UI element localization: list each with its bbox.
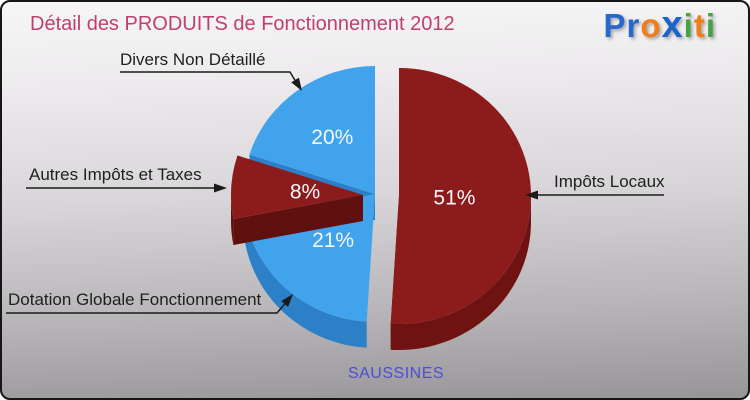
logo-letter: r [626,7,641,44]
pie-slice-wall [233,195,363,245]
callout-label-autres-impots-et-taxes: Autres Impôts et Taxes [29,165,202,184]
logo-letter: o [640,7,662,44]
pie-percent-label: 51% [433,187,475,210]
pie-slice-autres [231,155,363,219]
pie-percent-label: 21% [312,229,354,252]
pie-slice-divers [249,66,375,194]
arrowhead-icon [525,190,538,200]
logo-letter: P [603,7,627,44]
pie-percent-label: 20% [311,126,353,149]
commune-name: SAUSSINES [347,365,445,382]
pie-slice-impots-locaux [390,68,531,324]
logo-letter: x [661,4,684,46]
callout-label-impots-locaux: Impôts Locaux [554,172,665,191]
pie-percent-label: 8% [290,180,320,203]
arrowhead-icon [281,294,293,307]
proxiti-logo[interactable]: Proxiti [603,6,716,45]
logo-letter: i [705,7,716,44]
pie-slice-wall [245,217,367,348]
callout-label-divers-non-detaille: Divers Non Détaillé [120,50,266,69]
logo-letter: i [683,7,694,44]
pie-slice-wall [390,196,531,351]
arrowhead-icon [291,77,302,91]
logo-letter: t [693,7,706,44]
arrowhead-icon [214,183,227,193]
callout-line [120,71,300,88]
pie-slice-wall [231,195,234,245]
callout-label-dotation-globale-fonctionnement: Dotation Globale Fonctionnement [8,290,262,309]
chart-title: Détail des PRODUITS de Fonctionnement 20… [30,13,455,35]
